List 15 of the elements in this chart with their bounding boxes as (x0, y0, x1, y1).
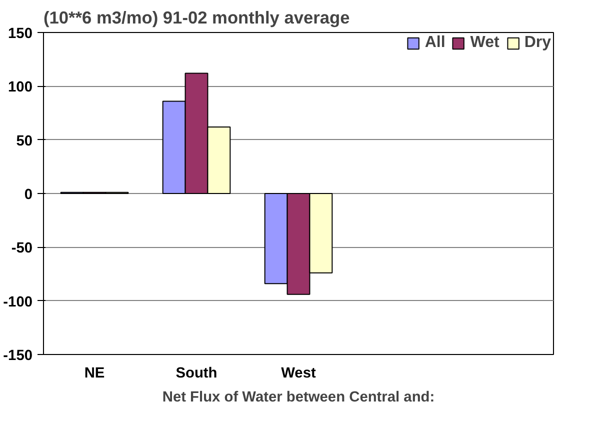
y-tick-label: -50 (11, 240, 33, 257)
y-tick-label: 150 (8, 26, 33, 42)
y-tick-label: -150 (3, 348, 33, 364)
chart-title: (10**6 m3/mo) 91-02 monthly average (44, 8, 350, 28)
y-tick-label: -100 (3, 294, 33, 310)
y-tick-label: 100 (8, 80, 33, 96)
legend-label: Dry (524, 34, 551, 52)
x-tick-label: West (281, 366, 316, 382)
legend-label: All (424, 34, 446, 52)
x-tick-label: South (176, 366, 218, 382)
x-axis-title: Net Flux of Water between Central and: (162, 390, 435, 406)
x-tick-label: NE (84, 366, 105, 382)
legend-label: Wet (470, 34, 500, 52)
y-tick-label: 0 (24, 187, 33, 203)
y-tick-label: 50 (16, 133, 33, 150)
